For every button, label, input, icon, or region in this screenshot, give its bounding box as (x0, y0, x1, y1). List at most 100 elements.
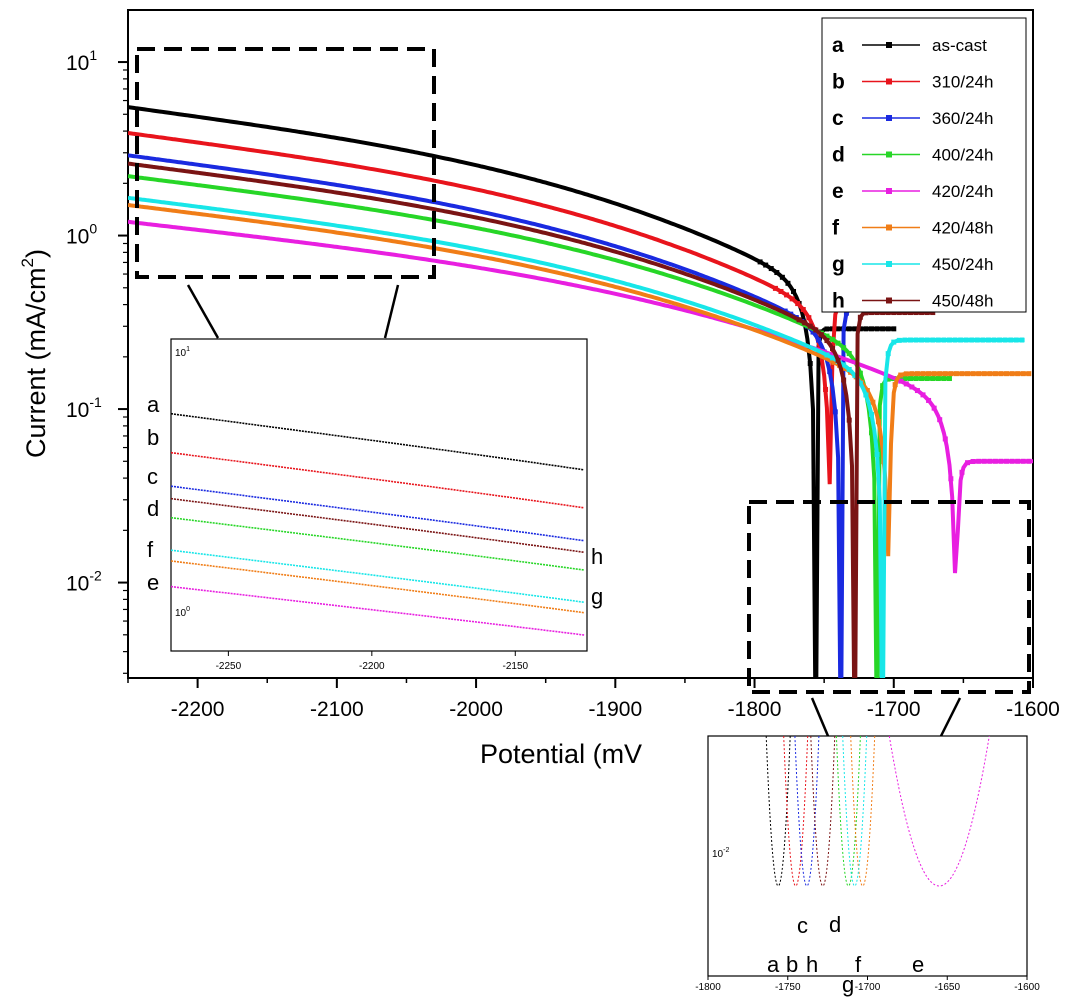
inset-right-labels: a b hc d gf e (767, 912, 924, 997)
legend-marker-h (886, 297, 892, 304)
inset-right-x-tick-label: -1600 (1014, 982, 1040, 993)
marker-f (1026, 371, 1032, 377)
marker-f (892, 382, 898, 388)
marker-h (902, 310, 908, 316)
marker-f (992, 371, 998, 377)
marker-d (824, 333, 830, 339)
marker-d (913, 376, 919, 382)
marker-g (846, 367, 852, 373)
marker-h (896, 310, 902, 316)
inset-right-y-tick-base: 10 (712, 849, 724, 860)
zoom-box-right (747, 500, 1031, 694)
marker-f (909, 371, 915, 377)
marker-h (874, 310, 880, 316)
connector-left-1 (186, 284, 220, 339)
inset-right-label-b: b (786, 952, 798, 977)
legend-key-a: a (832, 34, 844, 57)
inset-right-label-g: g (842, 972, 854, 997)
legend-key-e: e (832, 180, 844, 203)
y-axis-title-main: Current (mA/cm (21, 267, 51, 458)
y-tick-base: 10 (66, 52, 89, 75)
marker-e (942, 436, 948, 442)
marker-e (1020, 458, 1026, 464)
main-axes-ticks: -2200 -2100 -2000 -1900 -1800 -1700 -160010110… (66, 47, 1060, 721)
marker-e (1004, 458, 1010, 464)
inset-left-x-tick-label: -2250 (216, 661, 242, 672)
inset-right-curve-d (835, 736, 861, 887)
marker-g (952, 337, 958, 343)
marker-a (791, 288, 797, 294)
marker-h (796, 317, 802, 323)
legend-label-h: 450/48h (932, 292, 993, 311)
inset-left-label-g: g (591, 584, 603, 609)
legend-label-d: 400/24h (932, 146, 993, 165)
legend-key-g: g (832, 253, 845, 276)
marker-f (926, 371, 932, 377)
inset-left-label-e: e (147, 570, 159, 595)
inset-left-line-e (171, 585, 585, 636)
series-markers-e (898, 378, 1032, 482)
x-tick-label: -1800 (728, 698, 782, 721)
marker-f (1009, 371, 1015, 377)
main-series-group (128, 105, 1033, 678)
marker-g (896, 337, 902, 343)
marker-f (959, 371, 965, 377)
marker-e (926, 397, 932, 403)
marker-e (914, 388, 920, 394)
marker-d (846, 351, 852, 357)
marker-g (963, 337, 969, 343)
marker-a (846, 326, 852, 332)
marker-g (985, 337, 991, 343)
inset-right-curve-b (783, 736, 809, 887)
inset-right-x-tick-label: -1800 (695, 982, 721, 993)
marker-d (868, 430, 874, 436)
marker-g (1019, 337, 1025, 343)
marker-e (1009, 458, 1015, 464)
marker-h (813, 327, 819, 333)
marker-e (1026, 458, 1032, 464)
marker-a (768, 266, 774, 272)
marker-f (1015, 371, 1021, 377)
inset-right-y-tick-exp: -2 (723, 847, 729, 854)
marker-e (920, 392, 926, 398)
inset-right-curve-g (842, 736, 868, 887)
inset-right-label-f: f (855, 952, 862, 977)
marker-e (970, 458, 976, 464)
y-axis-title-tail: ) (21, 249, 51, 258)
inset-left-label-h: h (591, 544, 603, 569)
marker-h (807, 323, 813, 329)
x-tick-label: -2100 (310, 698, 364, 721)
marker-h (857, 314, 863, 320)
legend-marker-d (886, 151, 892, 158)
inset-right-label-d: d (829, 912, 841, 937)
inset-left-line-g (171, 549, 585, 603)
marker-g (1013, 337, 1019, 343)
inset-left-label-c: c (147, 464, 158, 489)
legend-key-b: b (832, 71, 845, 94)
marker-a (807, 361, 813, 367)
marker-f (937, 371, 943, 377)
legend-key-d: d (832, 144, 845, 167)
marker-d (885, 376, 891, 382)
marker-h (907, 310, 913, 316)
marker-g (891, 339, 897, 345)
marker-f (970, 371, 976, 377)
marker-h (930, 310, 936, 316)
marker-a (835, 326, 841, 332)
x-tick-label: -1900 (588, 698, 642, 721)
marker-g (841, 362, 847, 368)
marker-g (830, 355, 836, 361)
legend-label-e: 420/24h (932, 182, 993, 201)
marker-e (931, 405, 937, 411)
marker-f (942, 371, 948, 377)
marker-d (902, 376, 908, 382)
inset-left-label-f: f (147, 537, 154, 562)
y-tick-base: 10 (66, 226, 89, 249)
marker-f (898, 372, 904, 378)
marker-a (863, 326, 869, 332)
marker-h (830, 346, 836, 352)
marker-h (846, 417, 852, 423)
inset-right-curve-h (810, 736, 836, 887)
marker-e (998, 458, 1004, 464)
